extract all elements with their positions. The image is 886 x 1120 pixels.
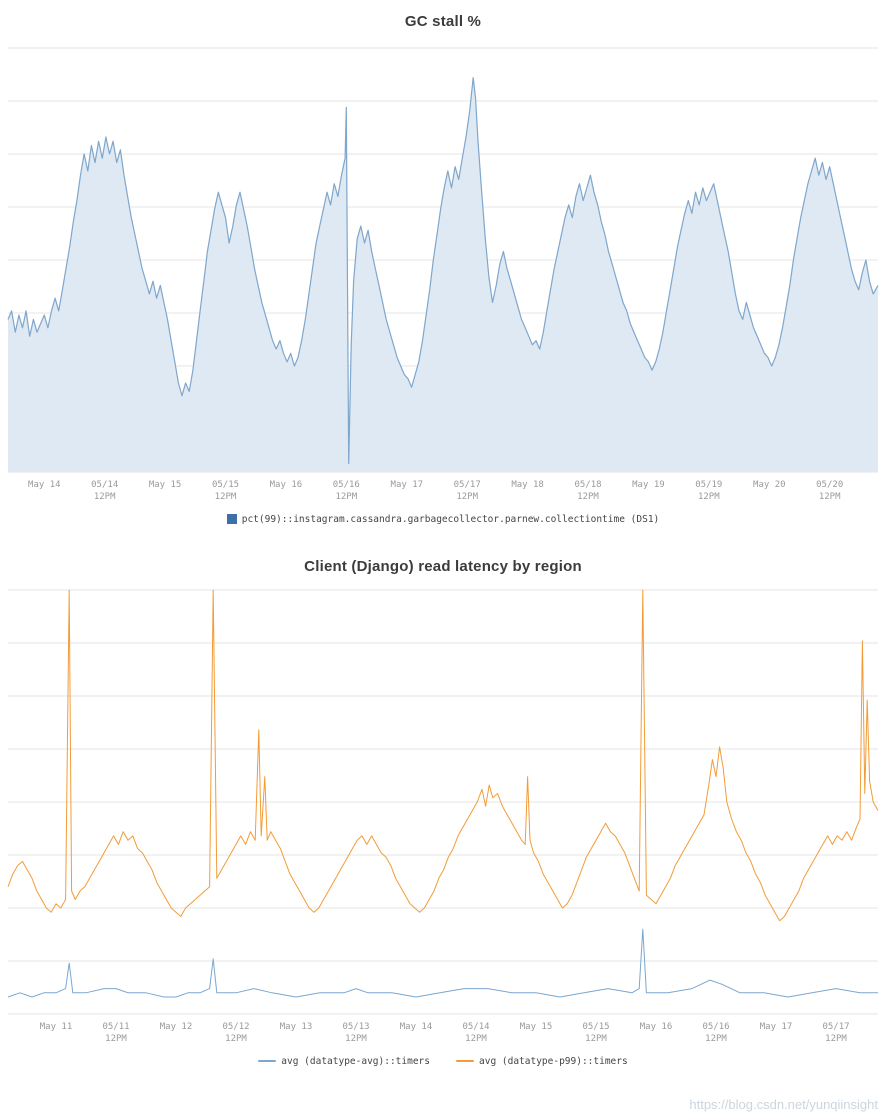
x-tick-label: 05/11	[102, 1022, 129, 1032]
x-tick-label: May 15	[149, 480, 182, 490]
x-tick-label: May 19	[632, 480, 665, 490]
x-tick-label: 05/12	[222, 1022, 249, 1032]
x-tick-sublabel: 12PM	[456, 492, 478, 502]
x-tick-label: May 14	[400, 1022, 433, 1032]
x-tick-sublabel: 12PM	[825, 1034, 847, 1044]
legend-line-swatch-avg-icon	[258, 1060, 277, 1062]
series-line-0	[7, 77, 879, 465]
x-tick-label: 05/18	[574, 480, 601, 490]
legend-item-p99: avg (datatype-p99)::timers	[456, 1056, 628, 1067]
gc-series-label: pct(99)::instagram.cassandra.garbagecoll…	[241, 513, 660, 525]
legend-square-swatch-icon	[226, 514, 237, 524]
gc-chart-title-wrap: GC stall %	[0, 0, 886, 42]
legend-item-gc: pct(99)::instagram.cassandra.garbagecoll…	[226, 513, 660, 525]
x-tick-sublabel: 12PM	[94, 492, 116, 502]
legend-item-avg: avg (datatype-avg)::timers	[258, 1056, 430, 1067]
x-tick-label: May 17	[760, 1022, 793, 1032]
x-tick-sublabel: 12PM	[465, 1034, 487, 1044]
p99-series-label: avg (datatype-p99)::timers	[479, 1055, 628, 1067]
x-tick-label: 05/14	[91, 480, 118, 490]
x-tick-label: 05/16	[702, 1022, 729, 1032]
x-tick-label: May 16	[270, 480, 303, 490]
x-tick-label: May 15	[520, 1022, 553, 1032]
series-area-0	[8, 77, 878, 472]
series-line-1	[7, 589, 879, 922]
gc-chart-section: GC stall % May 14 05/14 12PM May 15 05/15 12P…	[0, 0, 886, 534]
x-tick-sublabel: 12PM	[585, 1034, 607, 1044]
latency-chart-section: Client (Django) read latency by region M…	[0, 534, 886, 1076]
avg-series-label: avg (datatype-avg)::timers	[281, 1055, 430, 1067]
x-tick-sublabel: 12PM	[819, 492, 841, 502]
x-tick-label: 05/13	[342, 1022, 369, 1032]
latency-chart-title: Client (Django) read latency by region	[304, 558, 582, 575]
gc-stall-chart: May 14 05/14 12PM May 15 05/15 12PM May 16 05/1…	[7, 47, 879, 502]
x-tick-sublabel: 12PM	[225, 1034, 247, 1044]
x-tick-label: 05/17	[822, 1022, 849, 1032]
x-tick-label: 05/19	[695, 480, 722, 490]
x-tick-label: 05/15	[212, 480, 239, 490]
x-tick-label: 05/16	[333, 480, 360, 490]
x-tick-sublabel: 12PM	[215, 492, 237, 502]
x-tick-sublabel: 12PM	[105, 1034, 127, 1044]
latency-chart-title-wrap: Client (Django) read latency by region	[0, 534, 886, 584]
x-tick-sublabel: 12PM	[345, 1034, 367, 1044]
x-tick-sublabel: 12PM	[705, 1034, 727, 1044]
x-tick-label: May 14	[28, 480, 61, 490]
x-tick-label: 05/17	[454, 480, 481, 490]
x-tick-label: 05/14	[462, 1022, 489, 1032]
legend-line-swatch-p99-icon	[456, 1060, 474, 1062]
x-tick-label: 05/20	[816, 480, 843, 490]
x-tick-sublabel: 12PM	[335, 492, 357, 502]
latency-chart-legend: avg (datatype-avg)::timers avg (datatype…	[0, 1046, 886, 1076]
x-tick-label: May 17	[391, 480, 424, 490]
x-tick-label: May 13	[280, 1022, 313, 1032]
series-line-0	[7, 928, 878, 998]
x-tick-label: May 12	[160, 1022, 193, 1032]
x-tick-label: May 18	[511, 480, 544, 490]
x-tick-sublabel: 12PM	[698, 492, 720, 502]
read-latency-chart: May 11 05/11 12PM May 12 05/12 12PM May 13 05/1…	[7, 589, 879, 1044]
x-tick-sublabel: 12PM	[577, 492, 599, 502]
x-tick-label: May 20	[753, 480, 786, 490]
gc-chart-title: GC stall %	[404, 13, 482, 30]
x-tick-label: May 11	[40, 1022, 73, 1032]
x-tick-label: May 16	[640, 1022, 673, 1032]
watermark: https://blog.csdn.net/yunqiinsight	[689, 1097, 878, 1112]
gc-chart-legend: pct(99)::instagram.cassandra.garbagecoll…	[0, 504, 886, 534]
x-tick-label: 05/15	[582, 1022, 609, 1032]
